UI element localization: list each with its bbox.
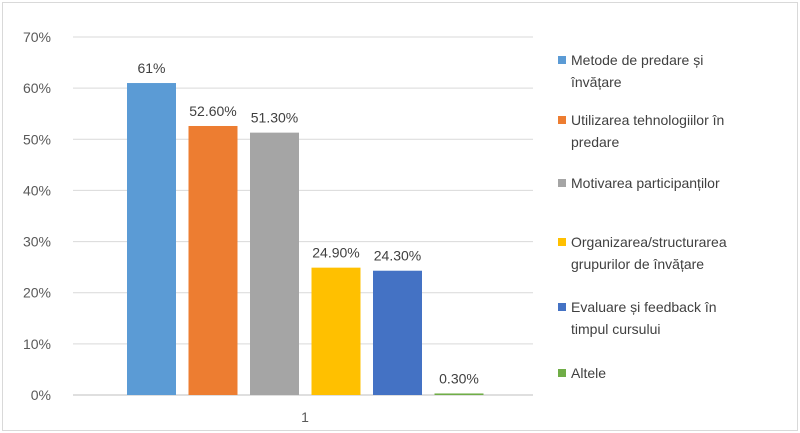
data-labels: 61% 52.60% 51.30% 24.90% 24.30% 0.30% — [137, 60, 478, 386]
bar — [373, 270, 422, 395]
y-tick-label: 0% — [31, 387, 51, 403]
bar-chart: 0% 10% 20% 30% 40% 50% 60% 70% 61% 52.60% 51.30% 2… — [23, 29, 727, 425]
legend-label: Motivarea participanților — [571, 175, 720, 191]
legend-item: Metode de predare și învățare — [558, 52, 703, 90]
legend-item: Altele — [558, 365, 606, 381]
y-tick-label: 30% — [23, 234, 51, 250]
legend-swatch — [558, 238, 566, 246]
legend-swatch — [558, 116, 566, 124]
y-tick-label: 10% — [23, 336, 51, 352]
y-tick-label: 50% — [23, 131, 51, 147]
legend-swatch — [558, 369, 566, 377]
data-label: 52.60% — [189, 103, 236, 119]
data-label: 51.30% — [251, 110, 298, 126]
x-axis-ticks: 1 — [301, 409, 309, 425]
data-label: 61% — [137, 60, 165, 76]
legend-label: Evaluare și feedback în — [571, 299, 717, 315]
bars — [127, 83, 484, 396]
legend-label: grupurilor de învățare — [571, 256, 704, 272]
bar — [311, 267, 361, 395]
legend: Metode de predare și învățare Utilizarea t… — [558, 52, 727, 381]
bar — [434, 393, 484, 395]
legend-swatch — [558, 303, 566, 311]
legend-swatch — [558, 56, 566, 64]
x-tick-label: 1 — [301, 409, 309, 425]
data-label: 24.90% — [312, 245, 359, 261]
y-tick-label: 60% — [23, 80, 51, 96]
y-tick-label: 40% — [23, 182, 51, 198]
bar — [250, 132, 299, 395]
legend-item: Utilizarea tehnologiilor în predare — [558, 112, 724, 150]
legend-label: Utilizarea tehnologiilor în — [571, 112, 724, 128]
legend-label: Organizarea/structurarea — [571, 234, 727, 250]
bar — [188, 125, 238, 395]
data-label: 24.30% — [374, 248, 421, 264]
y-tick-label: 20% — [23, 285, 51, 301]
legend-item: Motivarea participanților — [558, 175, 720, 191]
legend-label: Altele — [571, 365, 606, 381]
legend-label: Metode de predare și — [571, 52, 703, 68]
y-axis-ticks: 0% 10% 20% 30% 40% 50% 60% 70% — [23, 29, 51, 403]
bar — [127, 83, 176, 396]
legend-swatch — [558, 179, 566, 187]
legend-label: predare — [571, 134, 619, 150]
legend-item: Evaluare și feedback în timpul cursului — [558, 299, 717, 337]
legend-item: Organizarea/structurarea grupurilor de în… — [558, 234, 727, 272]
legend-label: învățare — [570, 74, 622, 90]
y-tick-label: 70% — [23, 29, 51, 45]
data-label: 0.30% — [439, 370, 479, 386]
legend-label: timpul cursului — [571, 321, 660, 337]
